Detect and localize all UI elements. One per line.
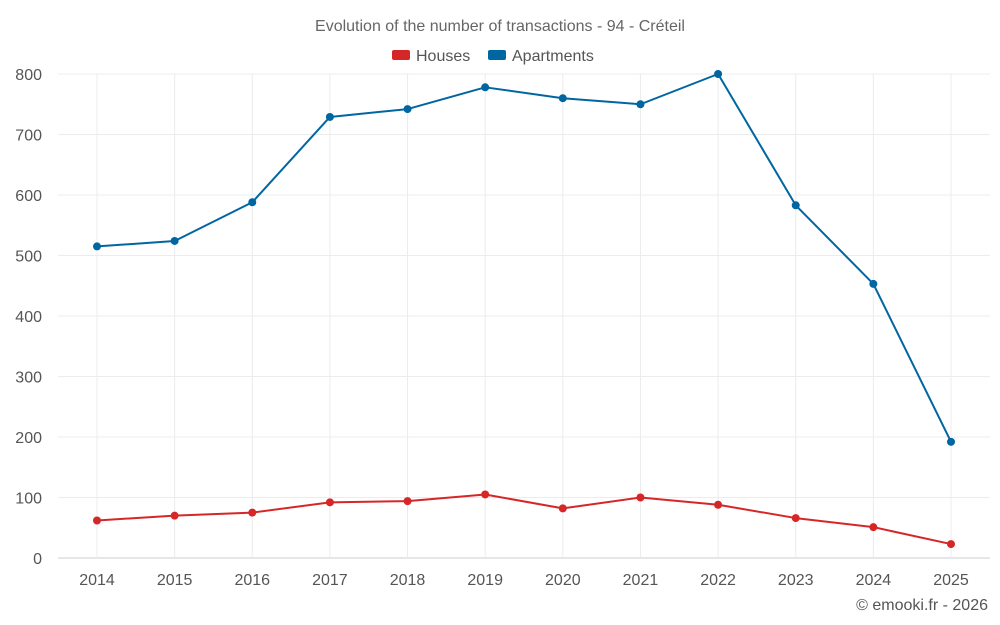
data-point-houses-2016[interactable] — [248, 508, 257, 517]
series-line-apartments — [96, 73, 952, 443]
data-point-apartments-2015[interactable] — [170, 236, 179, 245]
data-point-houses-2020[interactable] — [558, 504, 567, 513]
legend-label-apartments: Apartments — [512, 48, 594, 65]
credit-text: © emooki.fr - 2026 — [856, 597, 988, 614]
y-tick-label: 600 — [15, 188, 42, 205]
y-tick-label: 300 — [15, 370, 42, 387]
data-point-apartments-2024[interactable] — [869, 279, 878, 288]
data-point-houses-2015[interactable] — [170, 511, 179, 520]
data-point-apartments-2020[interactable] — [558, 94, 567, 103]
legend: Houses Apartments — [392, 48, 594, 65]
legend-swatch-apartments — [488, 50, 506, 60]
data-point-apartments-2023[interactable] — [791, 201, 800, 210]
data-point-apartments-2019[interactable] — [481, 83, 490, 92]
data-point-apartments-2021[interactable] — [636, 100, 645, 109]
y-axis: 0 100 200 300 400 500 600 700 800 — [15, 67, 42, 568]
y-tick-label: 400 — [15, 309, 42, 326]
legend-item-houses[interactable]: Houses — [392, 48, 470, 65]
y-tick-label: 800 — [15, 67, 42, 84]
x-tick-label: 2018 — [390, 572, 426, 589]
data-point-houses-2017[interactable] — [325, 498, 334, 507]
x-tick-label: 2023 — [778, 572, 814, 589]
data-point-houses-2018[interactable] — [403, 497, 412, 506]
data-point-houses-2023[interactable] — [791, 514, 800, 523]
x-tick-label: 2015 — [157, 572, 193, 589]
data-point-apartments-2016[interactable] — [248, 198, 257, 207]
x-tick-label: 2020 — [545, 572, 581, 589]
x-tick-label: 2017 — [312, 572, 348, 589]
y-tick-label: 500 — [15, 249, 42, 266]
data-point-apartments-2025[interactable] — [947, 437, 955, 446]
data-point-apartments-2017[interactable] — [325, 112, 334, 121]
legend-item-apartments[interactable]: Apartments — [488, 48, 594, 65]
data-point-houses-2021[interactable] — [636, 493, 645, 502]
data-point-houses-2024[interactable] — [869, 523, 878, 532]
series-line-houses — [96, 493, 952, 546]
series — [93, 70, 955, 549]
x-tick-label: 2024 — [856, 572, 892, 589]
data-point-apartments-2022[interactable] — [714, 70, 723, 78]
data-point-houses-2014[interactable] — [93, 516, 101, 525]
legend-label-houses: Houses — [416, 48, 470, 65]
x-tick-label: 2021 — [623, 572, 659, 589]
data-point-houses-2022[interactable] — [714, 500, 723, 509]
y-tick-label: 700 — [15, 128, 42, 145]
x-axis: 2014 2015 2016 2017 2018 2019 2020 2021 2022 2023… — [79, 572, 969, 589]
x-tick-label: 2025 — [933, 572, 969, 589]
gridlines — [58, 73, 990, 559]
x-tick-label: 2016 — [234, 572, 270, 589]
legend-swatch-houses — [392, 50, 410, 60]
data-point-apartments-2014[interactable] — [93, 242, 101, 251]
chart-title: Evolution of the number of transactions … — [315, 18, 685, 35]
x-tick-label: 2014 — [79, 572, 115, 589]
data-point-houses-2025[interactable] — [947, 540, 955, 549]
y-tick-label: 0 — [33, 551, 42, 568]
x-tick-label: 2019 — [467, 572, 503, 589]
data-point-apartments-2018[interactable] — [403, 105, 412, 114]
data-point-houses-2019[interactable] — [481, 490, 490, 499]
y-tick-label: 200 — [15, 430, 42, 447]
y-tick-label: 100 — [15, 491, 42, 508]
x-tick-label: 2022 — [700, 572, 736, 589]
